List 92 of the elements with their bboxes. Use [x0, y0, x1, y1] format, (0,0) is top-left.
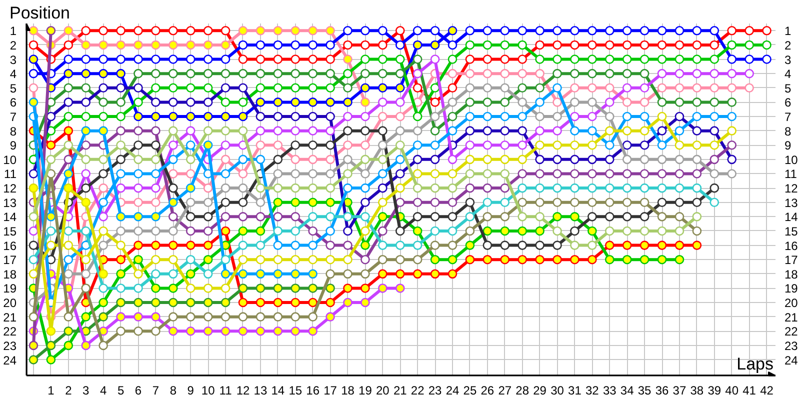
y-tick-label: 2: [10, 38, 17, 52]
y2-tick-label: 4: [784, 67, 792, 82]
x-tick-label: 29: [533, 384, 547, 398]
x-tick-label: 3: [82, 384, 90, 398]
y-tick-label: 16: [3, 238, 17, 253]
y-tick-label: 6: [10, 96, 17, 110]
y2-tick-label: 12: [784, 182, 798, 196]
y2-tick-label: 19: [784, 282, 798, 296]
y2-tick-label: 11: [784, 167, 798, 182]
y2-tick-label: 22: [784, 324, 798, 339]
x-tick-label: 7: [152, 384, 160, 398]
y2-tick-label: 24: [784, 353, 798, 368]
y-tick-label: 21: [3, 310, 17, 324]
y-axis-title: Position: [10, 4, 70, 22]
y2-tick-label: 7: [784, 110, 792, 124]
x-tick-label: 41: [742, 384, 756, 398]
x-tick-label: 35: [638, 384, 652, 398]
x-tick-label: 24: [446, 384, 460, 398]
x-tick-label: 39: [708, 384, 722, 398]
x-tick-label: 30: [550, 384, 564, 398]
y-tick-label: 9: [10, 138, 17, 153]
x-tick-label: 1: [48, 384, 55, 398]
y-tick-label: 12: [3, 182, 17, 196]
x-tick-label: 37: [672, 384, 686, 398]
x-tick-label: 12: [236, 384, 250, 398]
x-tick-label: 4: [100, 384, 107, 398]
x-tick-label: 22: [410, 384, 425, 398]
y-tick-label: 10: [3, 152, 17, 167]
x-tick-label: 2: [65, 384, 72, 398]
y-tick-label: 4: [10, 67, 17, 82]
x-tick-label: 34: [620, 384, 634, 398]
x-tick-label: 20: [376, 384, 390, 398]
x-axis-title: Laps: [736, 354, 774, 374]
y-tick-label: 17: [3, 253, 17, 268]
x-tick-label: 15: [288, 384, 302, 398]
x-tick-label: 16: [306, 384, 320, 398]
y2-tick-label: 2: [784, 38, 792, 52]
y-tick-label: 13: [3, 196, 17, 210]
y-tick-label: 23: [3, 338, 17, 353]
y-tick-label: 22: [3, 324, 17, 339]
x-tick-label: 5: [117, 384, 124, 398]
y-tick-label: 3: [10, 52, 17, 67]
y2-tick-label: 13: [784, 196, 798, 210]
y2-tick-label: 5: [784, 81, 792, 96]
y2-tick-label: 21: [784, 310, 798, 324]
x-tick-label: 40: [725, 384, 739, 398]
y-tick-label: 24: [3, 353, 17, 368]
x-tick-label: 33: [602, 384, 617, 398]
y-tick-label: 5: [10, 81, 17, 96]
x-tick-label: 42: [760, 384, 774, 398]
y2-tick-label: 8: [784, 124, 792, 138]
x-tick-label: 26: [480, 384, 494, 398]
x-tick-label: 25: [463, 384, 477, 398]
y2-tick-label: 17: [784, 253, 798, 268]
x-tick-label: 8: [170, 384, 177, 398]
y-tick-label: 15: [3, 224, 17, 238]
x-tick-label: 11: [219, 384, 232, 398]
x-tick-label: 9: [187, 384, 194, 398]
y2-tick-label: 9: [784, 138, 792, 153]
y2-tick-label: 23: [784, 338, 798, 353]
x-tick-label: 38: [690, 384, 704, 398]
y-tick-label: 1: [10, 24, 17, 38]
y2-tick-label: 14: [784, 210, 798, 224]
x-tick-label: 28: [516, 384, 530, 398]
x-tick-label: 18: [341, 384, 355, 398]
x-tick-label: 23: [428, 384, 442, 398]
x-tick-label: 10: [201, 384, 216, 398]
y-tick-label: 8: [10, 124, 17, 138]
y2-tick-label: 6: [784, 96, 792, 110]
y2-tick-label: 10: [784, 152, 798, 167]
y-tick-label: 18: [3, 267, 17, 282]
x-tick-label: 27: [498, 384, 512, 398]
y-tick-label: 7: [10, 110, 17, 124]
y2-tick-label: 18: [784, 267, 798, 282]
y2-tick-label: 1: [784, 24, 792, 38]
x-tick-label: 21: [393, 384, 408, 398]
x-tick-label: 36: [655, 384, 670, 398]
x-tick-label: 17: [324, 384, 338, 398]
x-tick-label: 14: [271, 384, 285, 398]
y2-tick-label: 16: [784, 238, 798, 253]
x-tick-label: 6: [134, 384, 142, 398]
y-tick-label: 11: [4, 167, 17, 182]
y2-tick-label: 20: [784, 296, 798, 310]
y-tick-label: 14: [3, 210, 17, 224]
y2-tick-label: 3: [784, 52, 792, 67]
x-tick-label: 13: [254, 384, 268, 398]
x-tick-label: 31: [568, 384, 582, 398]
x-tick-label: 19: [358, 384, 372, 398]
y-tick-label: 20: [3, 296, 17, 310]
y2-tick-label: 15: [784, 224, 798, 238]
y-tick-label: 19: [3, 282, 17, 296]
x-tick-label: 32: [586, 384, 600, 398]
